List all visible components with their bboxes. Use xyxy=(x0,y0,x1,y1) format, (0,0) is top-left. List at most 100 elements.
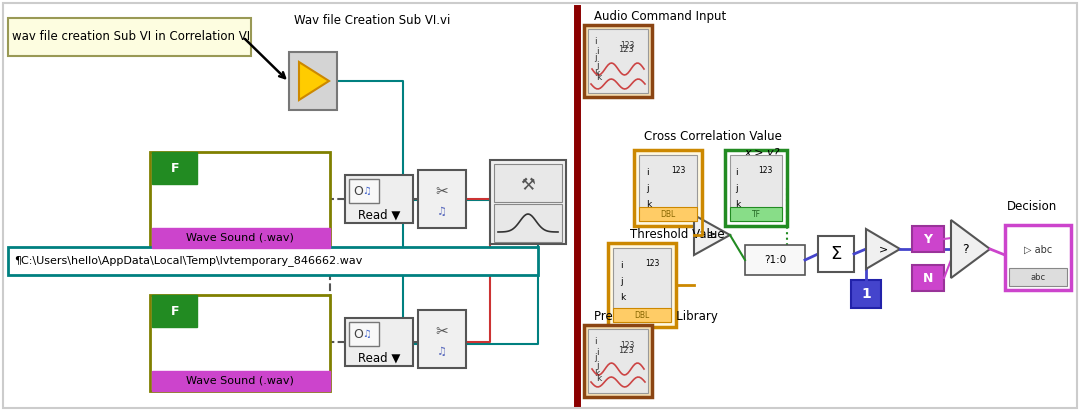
Bar xyxy=(639,155,697,221)
Bar xyxy=(349,179,379,203)
Bar xyxy=(152,152,197,184)
Text: k: k xyxy=(735,199,740,208)
Polygon shape xyxy=(866,229,900,269)
Polygon shape xyxy=(951,220,990,278)
Text: i: i xyxy=(620,261,623,270)
Text: TF: TF xyxy=(752,210,760,219)
Text: Σ: Σ xyxy=(831,245,841,263)
Text: i: i xyxy=(596,48,598,56)
Text: ♫: ♫ xyxy=(363,186,372,196)
Text: i: i xyxy=(594,37,596,46)
Text: ⚒: ⚒ xyxy=(521,176,536,194)
Bar xyxy=(588,329,648,393)
Bar xyxy=(152,228,330,248)
Text: Wav file Creation Sub VI.vi: Wav file Creation Sub VI.vi xyxy=(294,14,450,27)
Text: j: j xyxy=(646,183,649,192)
Bar xyxy=(345,175,413,223)
Polygon shape xyxy=(299,62,329,100)
Text: k: k xyxy=(646,199,651,208)
Bar xyxy=(851,280,881,308)
Bar xyxy=(289,52,337,110)
Text: j: j xyxy=(596,360,598,369)
Text: Wave Sound (.wav): Wave Sound (.wav) xyxy=(186,232,294,242)
Text: 1: 1 xyxy=(171,189,179,203)
Text: Audio Command Input: Audio Command Input xyxy=(594,10,726,23)
Text: Y: Y xyxy=(923,233,932,245)
Bar xyxy=(418,170,465,228)
Text: Cross Correlation Value: Cross Correlation Value xyxy=(644,130,782,143)
Text: k: k xyxy=(620,293,625,302)
Bar xyxy=(912,226,944,252)
Bar xyxy=(613,308,671,322)
Text: 123: 123 xyxy=(758,166,772,175)
Text: k: k xyxy=(594,369,599,378)
Bar xyxy=(152,295,197,327)
Text: 123: 123 xyxy=(645,259,660,268)
Text: O: O xyxy=(353,328,363,340)
Bar xyxy=(418,310,465,368)
Bar xyxy=(490,160,566,244)
Bar xyxy=(152,371,330,391)
Text: ≥: ≥ xyxy=(707,230,717,240)
Bar xyxy=(613,248,671,322)
Bar xyxy=(912,265,944,291)
Text: ?: ? xyxy=(961,242,969,256)
Text: F: F xyxy=(171,305,179,318)
Bar xyxy=(818,236,854,272)
Text: j: j xyxy=(594,53,596,62)
Bar xyxy=(349,322,379,346)
Text: k: k xyxy=(596,374,602,383)
Text: Threshold Value: Threshold Value xyxy=(630,228,725,241)
Bar xyxy=(150,152,330,248)
Text: 123: 123 xyxy=(618,346,634,355)
Bar xyxy=(639,207,697,221)
Text: j: j xyxy=(735,183,738,192)
Text: ♫: ♫ xyxy=(437,207,447,217)
Text: DBL: DBL xyxy=(634,310,650,319)
Bar xyxy=(1009,268,1067,286)
Text: i: i xyxy=(646,168,649,176)
Text: i: i xyxy=(735,168,738,176)
Text: Wave Sound (.wav): Wave Sound (.wav) xyxy=(186,375,294,385)
Text: abc: abc xyxy=(1030,272,1045,282)
Bar xyxy=(725,150,787,226)
Bar xyxy=(745,245,805,275)
Text: wav file creation Sub VI in Correlation VI: wav file creation Sub VI in Correlation … xyxy=(12,30,251,44)
Text: i: i xyxy=(596,347,598,356)
Text: Read ▼: Read ▼ xyxy=(357,208,401,222)
Text: ✂: ✂ xyxy=(435,185,448,199)
Text: N: N xyxy=(922,272,933,284)
Text: j: j xyxy=(620,277,623,286)
Text: >: > xyxy=(878,244,888,254)
Text: ?1:0: ?1:0 xyxy=(764,255,786,265)
Text: 123: 123 xyxy=(671,166,686,175)
Bar xyxy=(494,164,562,202)
Text: 1: 1 xyxy=(861,287,870,301)
Text: Decision: Decision xyxy=(1007,200,1057,213)
Text: ¶C:\Users\hello\AppData\Local\Temp\lvtemporary_846662.wav: ¶C:\Users\hello\AppData\Local\Temp\lvtem… xyxy=(14,256,363,266)
Bar xyxy=(608,243,676,327)
Text: 123: 123 xyxy=(620,41,634,49)
Text: j: j xyxy=(594,353,596,363)
Bar xyxy=(588,29,648,93)
Text: j: j xyxy=(596,60,598,69)
Bar xyxy=(8,18,251,56)
Bar xyxy=(584,325,652,397)
Text: 123: 123 xyxy=(620,340,634,349)
Bar xyxy=(345,318,413,366)
Text: k: k xyxy=(594,69,599,79)
Text: ♫: ♫ xyxy=(363,329,372,339)
Text: ▷ abc: ▷ abc xyxy=(1024,245,1052,255)
Bar xyxy=(634,150,702,226)
Text: ✂: ✂ xyxy=(435,325,448,339)
Text: Pre-Recorded Library: Pre-Recorded Library xyxy=(594,310,718,323)
Bar xyxy=(494,204,562,242)
Text: ♫: ♫ xyxy=(437,347,447,357)
Bar xyxy=(584,25,652,97)
Text: 1: 1 xyxy=(171,332,179,344)
Text: i: i xyxy=(594,337,596,346)
Text: Read ▼: Read ▼ xyxy=(357,351,401,365)
Bar xyxy=(1005,225,1071,290)
Text: O: O xyxy=(353,185,363,198)
Bar xyxy=(730,207,782,221)
